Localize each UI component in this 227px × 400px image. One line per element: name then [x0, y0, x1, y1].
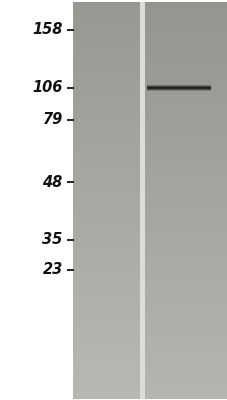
Text: 48: 48: [42, 174, 62, 190]
Text: 23: 23: [42, 262, 62, 278]
Text: 35: 35: [42, 232, 62, 248]
Text: 106: 106: [32, 80, 62, 96]
Text: 79: 79: [42, 112, 62, 128]
Text: 158: 158: [32, 22, 62, 38]
